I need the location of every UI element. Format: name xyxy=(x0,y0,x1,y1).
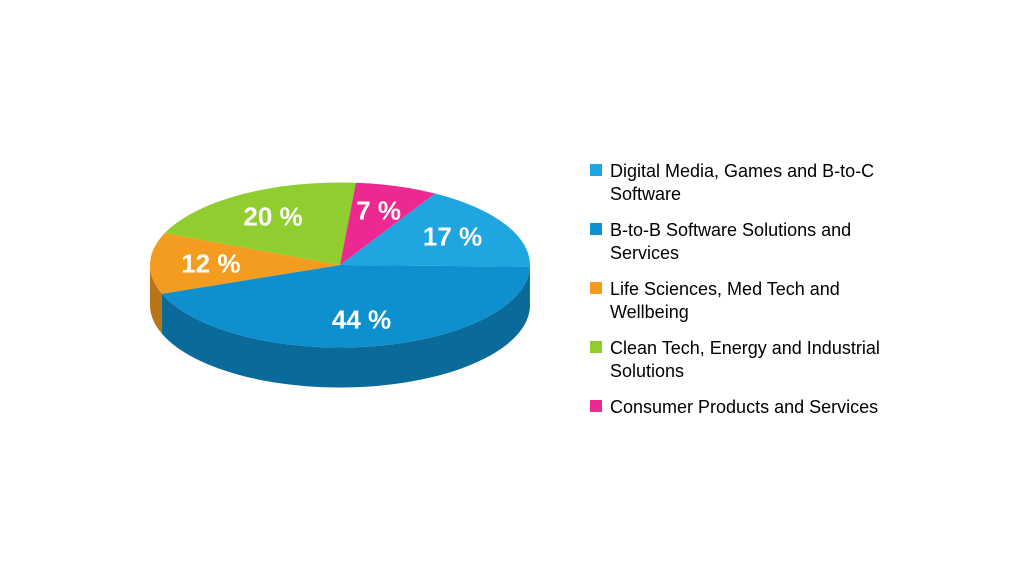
legend: Digital Media, Games and B-to-C Software… xyxy=(590,160,910,433)
legend-item: Life Sciences, Med Tech and Wellbeing xyxy=(590,278,910,323)
pie-chart: 17 % 44 % 12 %20 % 7 % xyxy=(130,120,550,440)
slice-label: 7 % xyxy=(356,196,401,227)
legend-marker xyxy=(590,223,602,235)
slice-label: 44 % xyxy=(332,305,391,336)
legend-marker xyxy=(590,164,602,176)
legend-item: B-to-B Software Solutions and Services xyxy=(590,219,910,264)
slice-label: 17 % xyxy=(423,222,482,253)
legend-label: Life Sciences, Med Tech and Wellbeing xyxy=(610,278,910,323)
slice-label: 12 % xyxy=(181,248,240,279)
legend-label: Clean Tech, Energy and Industrial Soluti… xyxy=(610,337,910,382)
legend-marker xyxy=(590,400,602,412)
legend-label: Consumer Products and Services xyxy=(610,396,878,419)
legend-label: Digital Media, Games and B-to-C Software xyxy=(610,160,910,205)
legend-marker xyxy=(590,282,602,294)
legend-item: Consumer Products and Services xyxy=(590,396,910,419)
chart-stage: { "chart": { "type": "pie", "background_… xyxy=(0,0,1024,576)
legend-item: Digital Media, Games and B-to-C Software xyxy=(590,160,910,205)
pie-svg xyxy=(130,120,550,440)
legend-item: Clean Tech, Energy and Industrial Soluti… xyxy=(590,337,910,382)
slice-label: 20 % xyxy=(243,202,302,233)
legend-label: B-to-B Software Solutions and Services xyxy=(610,219,910,264)
legend-marker xyxy=(590,341,602,353)
